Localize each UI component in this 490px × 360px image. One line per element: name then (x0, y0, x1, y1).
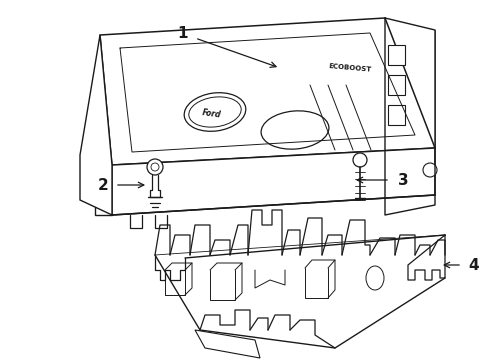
Text: 1: 1 (178, 26, 188, 41)
Polygon shape (388, 75, 405, 95)
Polygon shape (388, 45, 405, 65)
Text: 2: 2 (98, 177, 108, 193)
Circle shape (147, 159, 163, 175)
Ellipse shape (261, 111, 329, 149)
Ellipse shape (366, 266, 384, 290)
Text: ECOBOOST: ECOBOOST (328, 63, 372, 73)
Circle shape (353, 153, 367, 167)
Circle shape (423, 163, 437, 177)
Polygon shape (100, 18, 435, 165)
Polygon shape (388, 105, 405, 125)
Text: Ford: Ford (202, 108, 222, 120)
Polygon shape (112, 148, 435, 215)
Ellipse shape (184, 93, 246, 131)
Polygon shape (80, 35, 112, 215)
Polygon shape (195, 330, 260, 358)
Polygon shape (95, 165, 112, 215)
Text: 4: 4 (469, 257, 479, 273)
Text: 3: 3 (398, 172, 408, 188)
